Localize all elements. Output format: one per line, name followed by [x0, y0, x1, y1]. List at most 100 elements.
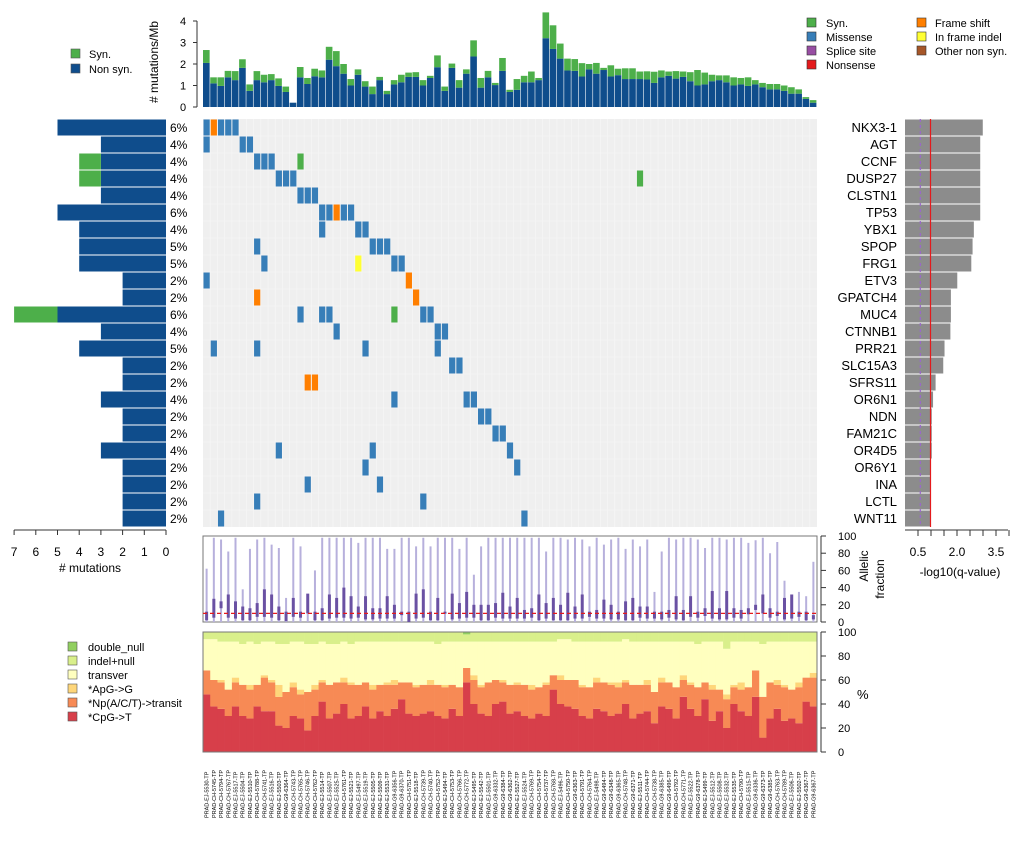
spectrum-segment [260, 677, 269, 712]
mutation-cell [347, 204, 355, 221]
rate-bar-syn [730, 77, 737, 86]
percent-label: 2% [170, 495, 188, 509]
rate-bar-syn [658, 70, 665, 78]
percent-label: 2% [170, 376, 188, 390]
mutation-cell [636, 170, 644, 187]
sample-label: PRAD-EJ-5507-TP [327, 771, 333, 818]
percent-label: 2% [170, 512, 188, 526]
rate-bar-nonsyn [636, 79, 644, 107]
rate-bar-syn [246, 84, 253, 91]
spectrum-segment [607, 641, 616, 683]
spectrum-segment [621, 639, 630, 680]
spectrum-segment [665, 708, 673, 752]
mutation-cell [521, 510, 528, 527]
mutation-cell [203, 272, 210, 289]
spectrum-segment [621, 704, 630, 752]
spectrum-segment [361, 641, 370, 683]
rate-bar-nonsyn [780, 90, 788, 107]
rate-bar-nonsyn [708, 81, 716, 107]
spectrum-segment [354, 641, 363, 685]
rate-bar-nonsyn [802, 98, 810, 107]
spectrum-segment [441, 684, 449, 688]
mutation-cell [326, 204, 333, 221]
rate-bar-nonsyn [405, 76, 412, 107]
spectrum-segment [231, 632, 240, 642]
mutation-cell [434, 323, 441, 340]
mutation-cell [319, 221, 326, 238]
percent-label: 5% [170, 342, 188, 356]
spectrum-segment [224, 716, 233, 752]
count-bar-nonsyn [57, 306, 166, 323]
spectrum-segment [780, 720, 789, 752]
spectrum-segment [210, 639, 218, 680]
spectrum-segment [484, 682, 493, 716]
spectrum-segment [325, 718, 334, 752]
af-box [234, 601, 238, 619]
rate-bar-syn [506, 89, 514, 92]
rate-bar-nonsyn [593, 73, 600, 107]
sample-label: PRAD-CH-5794-TP [219, 770, 225, 818]
af-box [443, 611, 447, 614]
spectrum-segment [614, 713, 623, 752]
spectrum-segment [282, 692, 290, 728]
spectrum-segment [260, 675, 269, 678]
rate-bar-nonsyn [773, 89, 781, 107]
sample-label: PRAD-EJ-5519-TP [364, 771, 370, 818]
mutation-cell [485, 408, 492, 425]
count-tick-label: 3 [98, 545, 105, 559]
spectrum-segment [672, 632, 681, 642]
spectrum-segment [217, 682, 225, 709]
spectrum-segment [333, 713, 341, 752]
rate-bar-syn [542, 12, 550, 39]
af-box [508, 606, 512, 619]
rate-y-axis: 0 1 2 3 4 [180, 16, 198, 114]
spectrum-legend-swatch [67, 655, 78, 666]
spectrum-segment [744, 687, 753, 716]
mutation-cell [376, 238, 384, 255]
legend-swatch-frameshift [916, 17, 927, 28]
rate-bar-syn [426, 75, 434, 78]
spectrum-segment [730, 632, 738, 642]
sample-label: PRAD-CH-5767-TP [226, 770, 232, 818]
af-tick-label: 60 [838, 565, 850, 577]
spectrum-segment [578, 684, 587, 688]
mutation-cell [275, 442, 282, 459]
spectrum-segment [484, 716, 493, 752]
spectrum-legend-label: *Np(A/C/T)->transit [88, 698, 182, 710]
mutation-cell [239, 136, 246, 153]
rate-bar-syn [340, 64, 347, 74]
spectrum-segment [506, 641, 514, 685]
rate-bar-syn [369, 86, 376, 95]
sample-label: PRAD-G9-6385-TP [768, 770, 774, 818]
legend-swatch-syn [806, 17, 817, 28]
rate-bar-nonsyn [275, 85, 282, 107]
rate-tick-label: 1 [180, 81, 186, 93]
rate-ylabel: # mutations/Mb [147, 21, 161, 103]
spectrum-segment [730, 687, 738, 704]
spectrum-ylabel: % [857, 687, 869, 702]
rate-bar-syn [253, 71, 261, 81]
spectrum-segment [268, 680, 276, 683]
spectrum-segment [340, 632, 348, 642]
count-bar-syn [79, 170, 101, 187]
rate-bar-syn [203, 50, 210, 63]
count-bar-nonsyn [122, 272, 166, 289]
count-bar-nonsyn [122, 357, 166, 374]
af-box [530, 608, 534, 618]
af-tick-label: 100 [838, 531, 856, 543]
spectrum-segment [282, 644, 290, 692]
spectrum-segment [686, 682, 695, 685]
gene-count-bars [14, 119, 166, 527]
mutation-cell [304, 476, 311, 493]
qvalue-bar [905, 425, 932, 442]
sample-label: PRAD-G9-6385-TP [660, 770, 666, 818]
spectrum-segment [405, 632, 413, 642]
sample-label: PRAD-G9-6378-TP [696, 770, 702, 818]
spectrum-segment [549, 689, 558, 752]
spectrum-frame [202, 631, 818, 753]
spectrum-segment [614, 687, 623, 714]
spectrum-segment [506, 632, 514, 642]
rate-bar-nonsyn [621, 79, 629, 107]
spectrum-segment [275, 644, 283, 685]
